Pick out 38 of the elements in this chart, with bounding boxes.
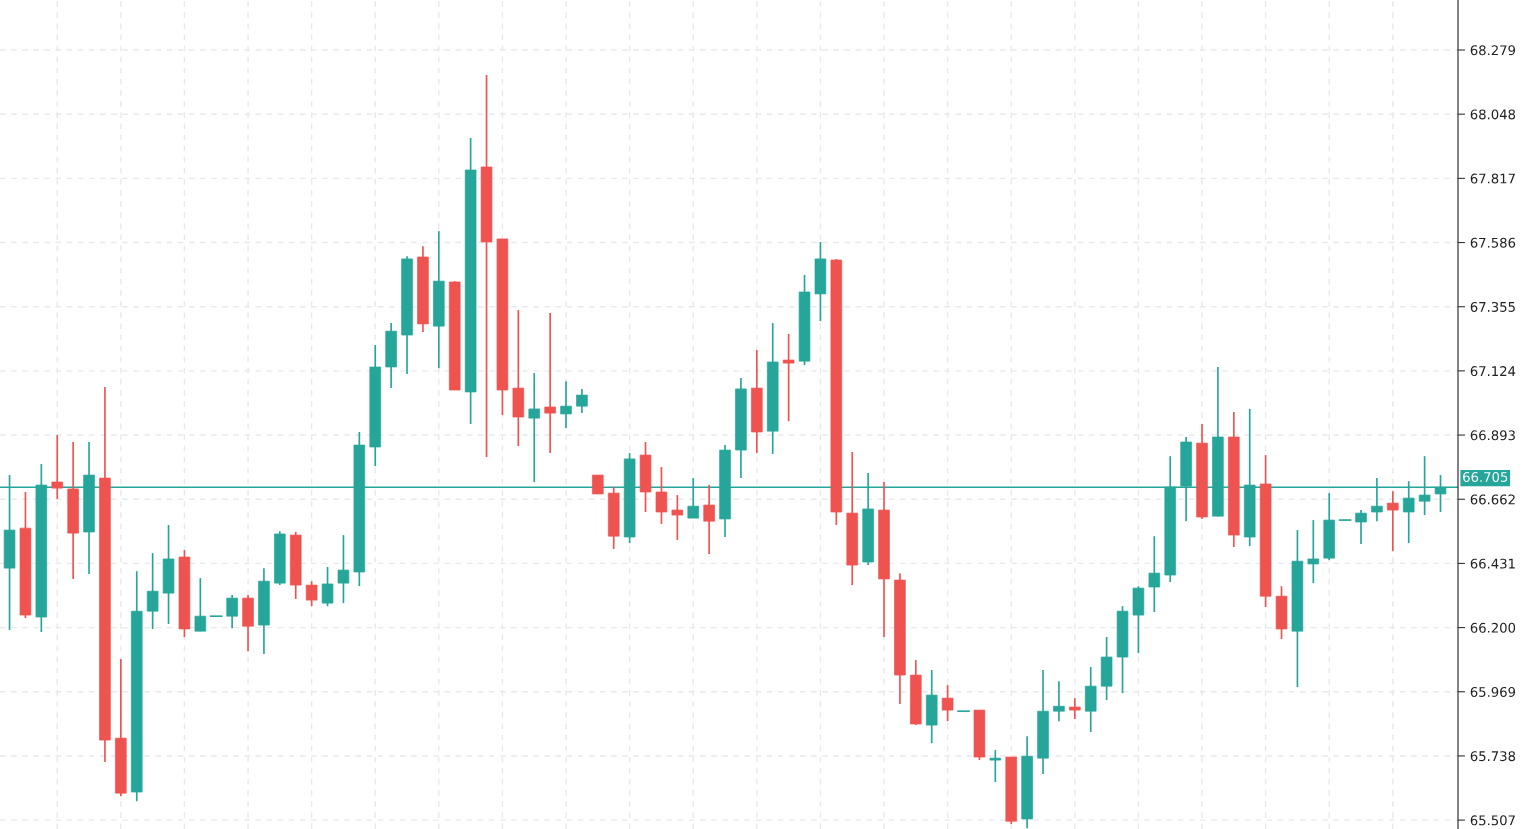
candlestick [1387, 490, 1399, 553]
candlestick [337, 534, 350, 604]
candlestick [544, 312, 556, 454]
y-tick-label: 68.048 [1470, 109, 1516, 120]
candlestick [528, 372, 540, 483]
candlestick [194, 577, 207, 633]
candlestick [989, 749, 1002, 783]
candlestick [146, 552, 159, 630]
candlestick [592, 474, 604, 495]
y-tick-label: 66.200 [1470, 622, 1516, 633]
y-tick-label: 66.662 [1470, 494, 1515, 505]
candlestick [1053, 680, 1065, 723]
y-tick-label: 65.507 [1470, 815, 1515, 826]
candlestick [226, 594, 238, 629]
candlestick [703, 484, 715, 555]
y-tick-label: 66.431 [1470, 558, 1515, 569]
candlestick [671, 494, 684, 541]
y-tick-label: 65.738 [1470, 751, 1516, 762]
y-tick-label: 65.969 [1470, 686, 1516, 697]
y-tick-label: 68.279 [1470, 45, 1516, 56]
candlestick [305, 580, 318, 608]
ref-line-label: 66.705 [1463, 471, 1508, 482]
candlestick [51, 434, 63, 500]
candlestick [321, 566, 334, 608]
candlestick [655, 466, 668, 525]
candlestick [1307, 519, 1320, 584]
candlestick [576, 388, 588, 414]
candlestick [1148, 535, 1161, 613]
candlestick [941, 684, 954, 723]
y-tick-label: 67.586 [1470, 237, 1516, 248]
y-tick-label: 67.124 [1470, 366, 1516, 377]
candlestick [1355, 509, 1367, 545]
y-tick-label: 66.893 [1470, 430, 1515, 441]
candlestick [560, 380, 572, 429]
candlestick [1069, 697, 1081, 720]
y-tick-label: 67.355 [1470, 301, 1515, 312]
candlestick [782, 333, 795, 423]
y-tick-label: 67.817 [1470, 173, 1515, 184]
